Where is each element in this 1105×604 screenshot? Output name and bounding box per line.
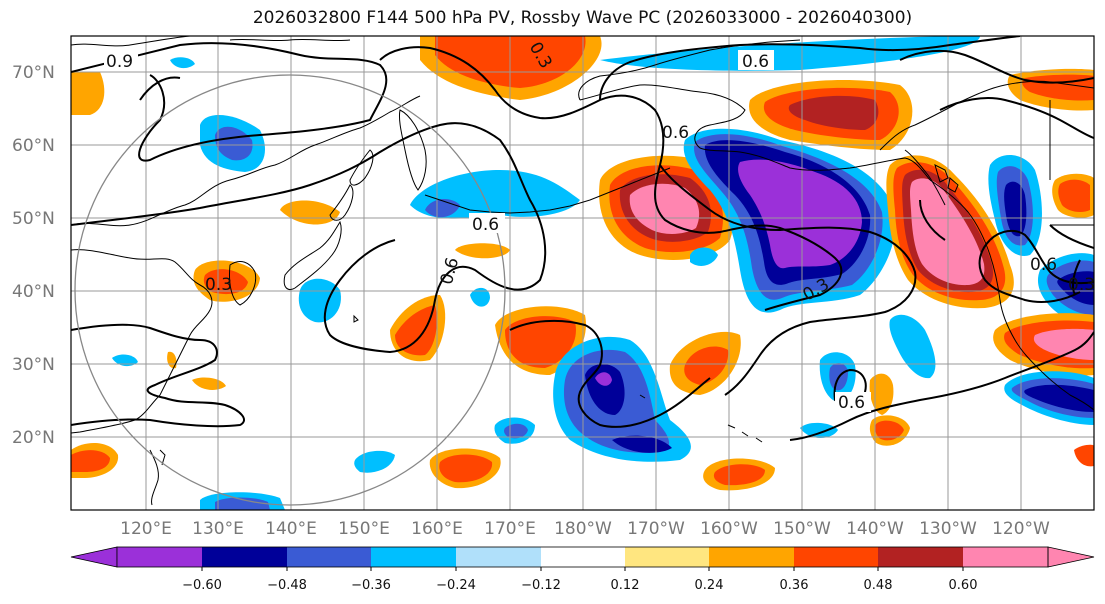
colorbar-bins xyxy=(117,547,1048,567)
latitude-labels: 70°N 60°N 50°N 40°N 30°N 20°N xyxy=(12,63,55,448)
colorbar-tick-label: 0.12 xyxy=(611,578,640,593)
colorbar-bin xyxy=(794,547,878,567)
colorbar-bin xyxy=(709,547,794,567)
longitude-labels: 120°E 130°E 140°E 150°E 160°E 170°E 180°… xyxy=(120,519,1050,539)
colorbar-tick-label: −0.48 xyxy=(267,578,307,593)
contour-label: 0.3 xyxy=(1068,275,1095,295)
lon-label: 120°W xyxy=(992,519,1050,539)
lon-label: 150°E xyxy=(338,519,390,539)
range-circle xyxy=(74,74,506,506)
colorbar-tick-label: −0.60 xyxy=(182,578,222,593)
lat-label: 50°N xyxy=(12,209,55,229)
colorbar-tick-label: 0.36 xyxy=(780,578,809,593)
lon-label: 170°W xyxy=(627,519,685,539)
colorbar-tick-label: −0.12 xyxy=(521,578,561,593)
lon-label: 150°W xyxy=(773,519,831,539)
lon-label: 140°W xyxy=(846,519,904,539)
colorbar-over-arrow xyxy=(1047,546,1095,568)
colorbar-bin xyxy=(456,547,541,567)
colorbar-bin xyxy=(202,547,287,567)
lon-label: 120°E xyxy=(120,519,172,539)
contour-label-bg xyxy=(835,392,871,412)
colorbar-under-arrow xyxy=(70,546,118,568)
colorbar-bin xyxy=(625,547,709,567)
colorbar: −0.60 −0.48 −0.36 −0.24 −0.12 0.12 0.24 0.36 0.4… xyxy=(70,546,1095,593)
colorbar-bin xyxy=(963,547,1048,567)
lon-label: 170°E xyxy=(484,519,536,539)
lat-label: 70°N xyxy=(12,63,55,83)
pv-shading xyxy=(71,36,1094,510)
lon-label: 140°E xyxy=(265,519,317,539)
contour-label: 0.6 xyxy=(472,215,499,235)
lon-label: 130°W xyxy=(919,519,977,539)
contour-label-bg xyxy=(469,213,505,233)
contour-label: 0.6 xyxy=(838,393,865,413)
contour-label: 0.6 xyxy=(662,123,689,143)
colorbar-bin xyxy=(117,547,202,567)
colorbar-bin xyxy=(541,547,625,567)
contour-label-bg xyxy=(104,50,138,70)
lon-label: 160°E xyxy=(411,519,463,539)
colorbar-bin xyxy=(287,547,371,567)
contour-label: 0.6 xyxy=(1030,255,1057,275)
contour-label: 0.3 xyxy=(205,275,232,295)
pv-contours xyxy=(71,36,1094,441)
colorbar-tick-label: −0.24 xyxy=(436,578,476,593)
lat-label: 20°N xyxy=(12,428,55,448)
colorbar-bin xyxy=(371,547,456,567)
lat-label: 30°N xyxy=(12,355,55,375)
colorbar-bin xyxy=(878,547,963,567)
colorbar-tick-label: 0.60 xyxy=(949,578,978,593)
colorbar-tick-label: 0.48 xyxy=(864,578,893,593)
lat-label: 40°N xyxy=(12,282,55,302)
lat-label: 60°N xyxy=(12,136,55,156)
contour-label: 0.6 xyxy=(742,52,769,72)
map-frame xyxy=(70,35,1095,511)
contour-label-bg xyxy=(738,50,774,70)
lon-label: 160°W xyxy=(700,519,758,539)
lon-label: 130°E xyxy=(192,519,244,539)
figure-title: 2026032800 F144 500 hPa PV, Rossby Wave … xyxy=(252,8,913,28)
colorbar-frame xyxy=(116,546,1049,568)
colorbar-tick-label: −0.36 xyxy=(351,578,391,593)
graticule xyxy=(71,36,1094,510)
lon-label: 180°W xyxy=(554,519,612,539)
colorbar-ticks: −0.60 −0.48 −0.36 −0.24 −0.12 0.12 0.24 0.36 0.4… xyxy=(182,567,977,593)
contour-label: 0.9 xyxy=(106,52,133,72)
map-content: 0.9 0.3 0.6 0.6 0.6 0.6 0.3 0.6 0.3 0.6 … xyxy=(71,36,1095,510)
colorbar-tick-label: 0.24 xyxy=(695,578,724,593)
